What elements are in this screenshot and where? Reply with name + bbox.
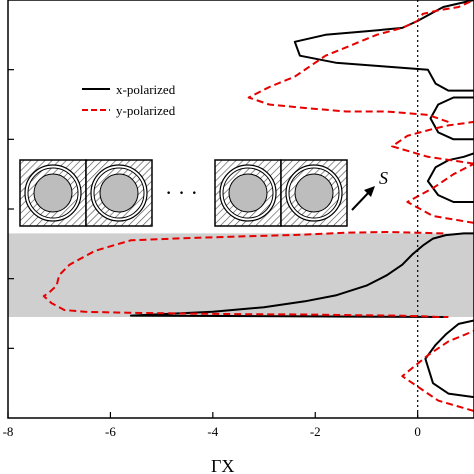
series-y-polarized-branch-4 bbox=[247, 0, 474, 123]
unit-cell bbox=[214, 159, 282, 227]
series-x-polarized-branch-3 bbox=[429, 96, 474, 141]
legend: x-polarized y-polarized bbox=[82, 82, 176, 118]
s-label: S bbox=[379, 168, 388, 188]
unit-cell bbox=[85, 159, 153, 227]
ellipsis-label: · · · bbox=[165, 180, 198, 205]
unit-cell-inset bbox=[19, 159, 348, 227]
legend-label-x-polarized: x-polarized bbox=[116, 82, 176, 97]
series-x-polarized-branch-0 bbox=[129, 232, 474, 318]
series-y-polarized-branch-1 bbox=[401, 329, 474, 412]
series-x-polarized-branch-1 bbox=[424, 319, 474, 399]
unit-cell bbox=[19, 159, 87, 227]
unit-cell bbox=[280, 159, 348, 227]
series-y-polarized-branch-3 bbox=[391, 120, 474, 165]
band-gap-region bbox=[8, 233, 474, 317]
x-tick-label: -2 bbox=[310, 424, 321, 439]
x-axis-label: ΓX bbox=[211, 456, 234, 474]
series-layer bbox=[42, 0, 474, 412]
tick-layer: -8 -6 -4 -2 0 bbox=[3, 69, 421, 439]
s-arrow bbox=[351, 186, 375, 211]
series-y-polarized-branch-2 bbox=[406, 162, 474, 224]
legend-label-y-polarized: y-polarized bbox=[116, 103, 176, 118]
x-tick-label: -4 bbox=[207, 424, 218, 439]
arrowhead-icon bbox=[364, 186, 375, 197]
series-x-polarized-branch-2 bbox=[426, 152, 474, 203]
x-tick-label: -8 bbox=[3, 424, 14, 439]
series-y-polarized-branch-0 bbox=[42, 231, 449, 318]
x-tick-label: -6 bbox=[105, 424, 116, 439]
x-tick-label: 0 bbox=[414, 424, 421, 439]
series-x-polarized-branch-4 bbox=[293, 0, 474, 92]
